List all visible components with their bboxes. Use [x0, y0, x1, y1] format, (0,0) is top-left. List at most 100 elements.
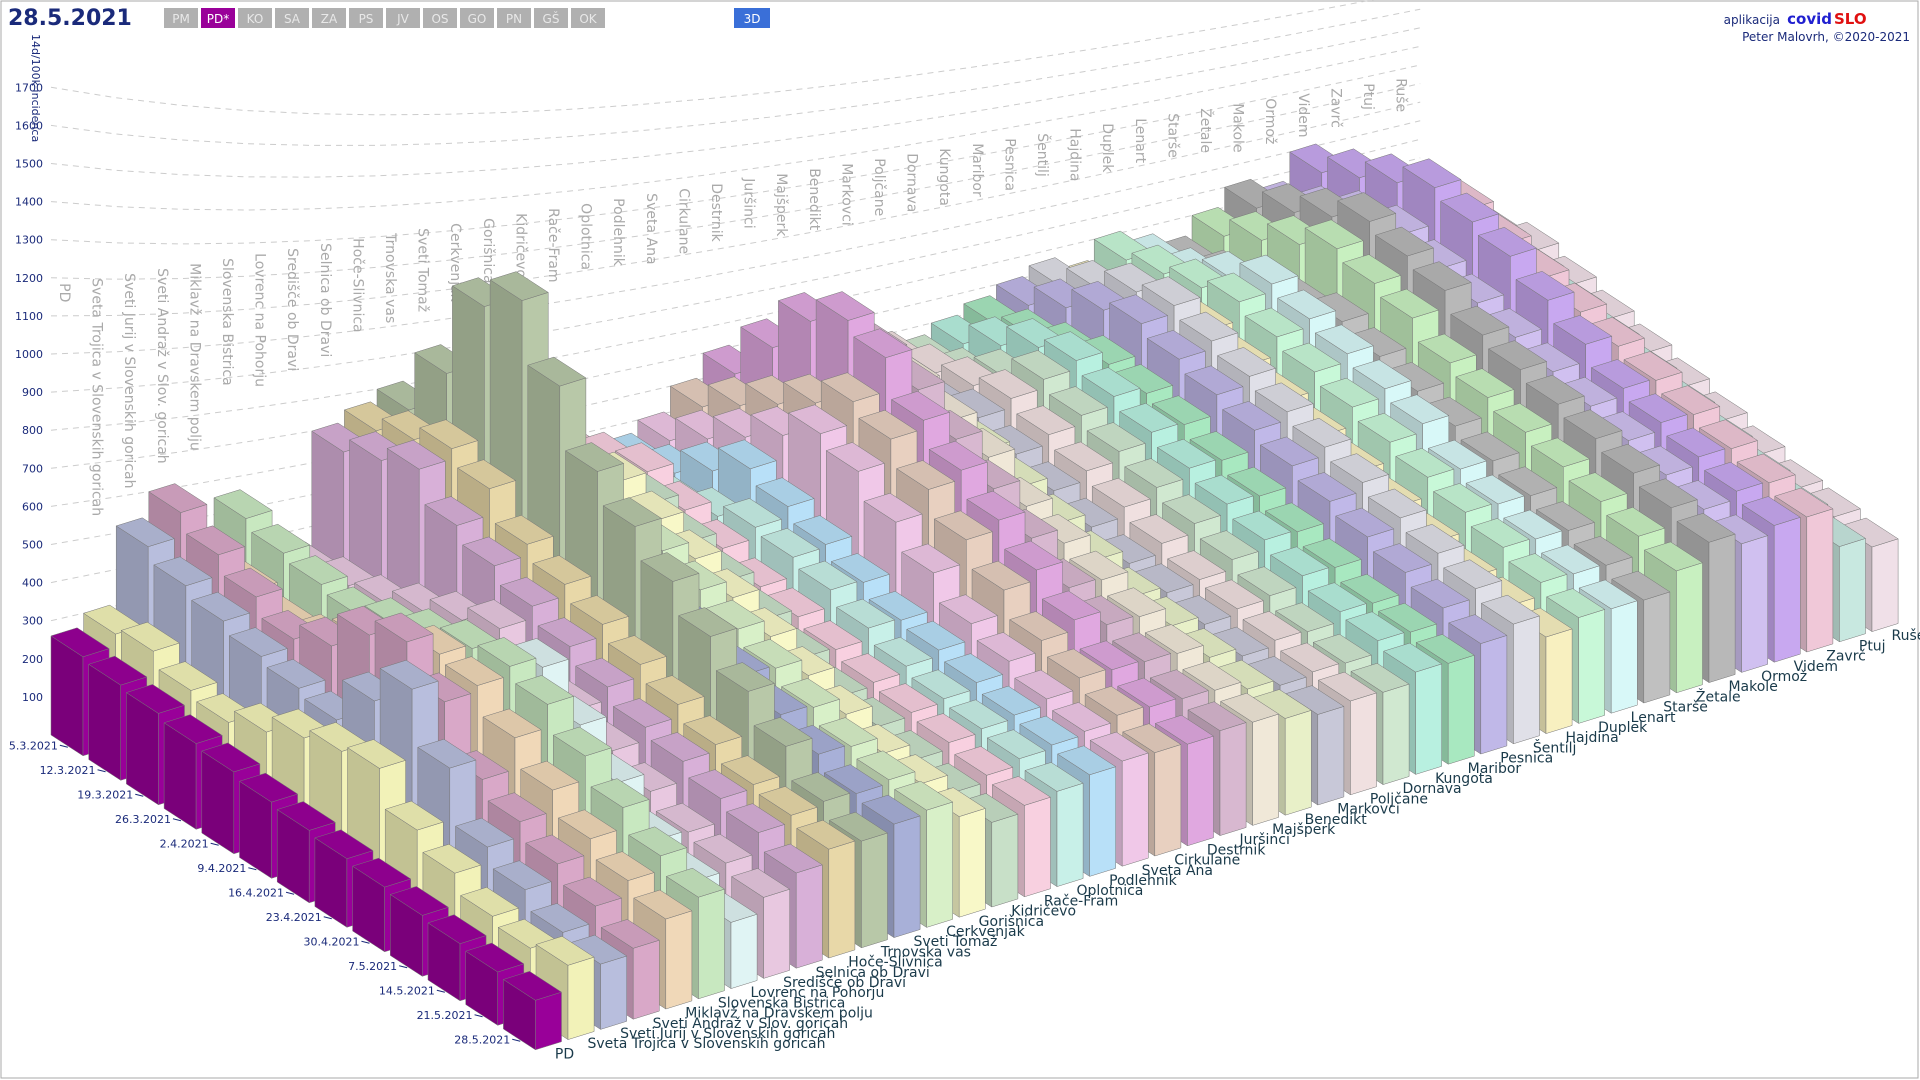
bar-top	[1455, 368, 1515, 398]
bar-front	[1154, 744, 1182, 857]
tab-button[interactable]: PM	[164, 8, 198, 28]
bar-top	[1372, 543, 1433, 573]
bar-top	[954, 746, 1014, 776]
x-tick-label: 14.5.2021	[379, 984, 435, 997]
back-series-label: Majšperk	[773, 173, 789, 237]
bar-top	[520, 760, 580, 791]
button-label: PN	[506, 12, 522, 26]
bar-top	[1440, 192, 1500, 223]
bar-top	[1774, 487, 1834, 518]
bar-front	[1676, 562, 1703, 694]
y-tick-label: 500	[22, 539, 43, 552]
bar-top	[564, 442, 625, 472]
mode-button[interactable]: 3D	[734, 8, 770, 28]
button-bg	[534, 8, 568, 28]
bar-top	[753, 717, 813, 747]
bar-top	[868, 591, 928, 621]
bar-top	[1149, 669, 1209, 699]
bar-top	[1187, 701, 1247, 731]
back-series-label: Gorišnica	[480, 218, 496, 283]
grid-line	[50, 45, 1421, 211]
bar-top	[419, 419, 479, 449]
tab-button[interactable]: JV	[386, 8, 420, 28]
bar-top	[678, 607, 738, 637]
bar-top	[1220, 692, 1280, 723]
bar-front	[1024, 796, 1051, 898]
bar-front	[1806, 508, 1834, 653]
tab-button[interactable]: PN	[497, 8, 531, 28]
bar-front	[1121, 752, 1149, 867]
tab-button[interactable]: PD*	[201, 8, 235, 28]
bar-top	[1643, 541, 1704, 572]
bar-top	[185, 525, 246, 556]
bar-top	[1204, 579, 1264, 610]
credit-prefix: aplikacija	[1724, 13, 1780, 27]
bar-front	[1480, 635, 1508, 755]
button-bg	[571, 8, 605, 28]
tab-button[interactable]: SA	[275, 8, 309, 28]
back-series-label: Cerkvenjak	[447, 223, 463, 302]
x-tick	[436, 989, 445, 993]
grid-line	[50, 8, 1421, 146]
bar-top	[612, 698, 673, 728]
back-series-label: Sveta Trojica v Slovenskih goricah	[89, 278, 105, 516]
bar-front	[1219, 722, 1247, 836]
back-series-label: Hajdina	[1067, 128, 1083, 181]
tab-button[interactable]: KO	[238, 8, 272, 28]
series-label: Miklavž na Dravskem polju	[685, 1006, 873, 1022]
bar-top	[467, 599, 527, 629]
tab-button[interactable]: PS	[349, 8, 383, 28]
grid-line	[50, 157, 1421, 431]
bar-top	[1089, 731, 1149, 762]
bar-top	[1106, 587, 1167, 617]
bar-top	[575, 657, 635, 688]
button-bg	[460, 8, 494, 28]
bar-top	[1277, 289, 1337, 320]
tab-button[interactable]: GŠ	[534, 8, 568, 28]
tab-button[interactable]: OS	[423, 8, 457, 28]
bar-top	[858, 409, 918, 440]
tab-button[interactable]: GO	[460, 8, 494, 28]
tab-button[interactable]: ZA	[312, 8, 346, 28]
series-label: Lenart	[1631, 710, 1676, 726]
bar-top	[386, 439, 446, 470]
bar-top	[462, 536, 522, 567]
back-series-label: Videm	[1295, 93, 1311, 137]
bar-top	[1232, 510, 1292, 541]
bar-top	[1182, 661, 1242, 691]
bar-top	[1041, 590, 1101, 621]
grid-line	[50, 213, 1421, 545]
button-bg	[164, 8, 198, 28]
bar-front	[1773, 516, 1801, 663]
bar-front	[1610, 600, 1638, 714]
x-tick-label: 12.3.2021	[40, 764, 96, 777]
bar-top	[153, 556, 213, 587]
back-series-label: Ruše	[1393, 78, 1409, 112]
bar-top	[650, 732, 710, 762]
bar-top	[352, 857, 412, 888]
bar-top	[1698, 419, 1759, 449]
bar-top	[1227, 466, 1287, 497]
bar-top	[530, 903, 590, 933]
bar-top	[1498, 466, 1558, 496]
series-label: Slovenska Bistrica	[718, 995, 846, 1011]
bar-top	[1345, 611, 1405, 641]
back-series-label: Oplotnica	[578, 203, 594, 270]
bar-top	[825, 442, 885, 472]
bar-top	[1661, 385, 1721, 415]
tab-button[interactable]: OK	[571, 8, 605, 28]
button-label: GŠ	[543, 11, 560, 26]
x-tick-label: 21.5.2021	[417, 1009, 473, 1022]
button-label: 3D	[744, 12, 761, 26]
x-tick	[512, 1038, 521, 1042]
bar-top	[991, 776, 1052, 806]
bar-top	[1011, 350, 1071, 380]
bar-top	[201, 742, 261, 773]
bar-top	[1156, 438, 1217, 469]
back-series-label: Duplek	[1099, 123, 1115, 173]
x-tick	[248, 867, 257, 871]
bar-top	[906, 620, 966, 651]
bar-top	[1282, 342, 1342, 373]
bar-top	[614, 442, 675, 472]
y-tick-label: 800	[22, 424, 43, 437]
